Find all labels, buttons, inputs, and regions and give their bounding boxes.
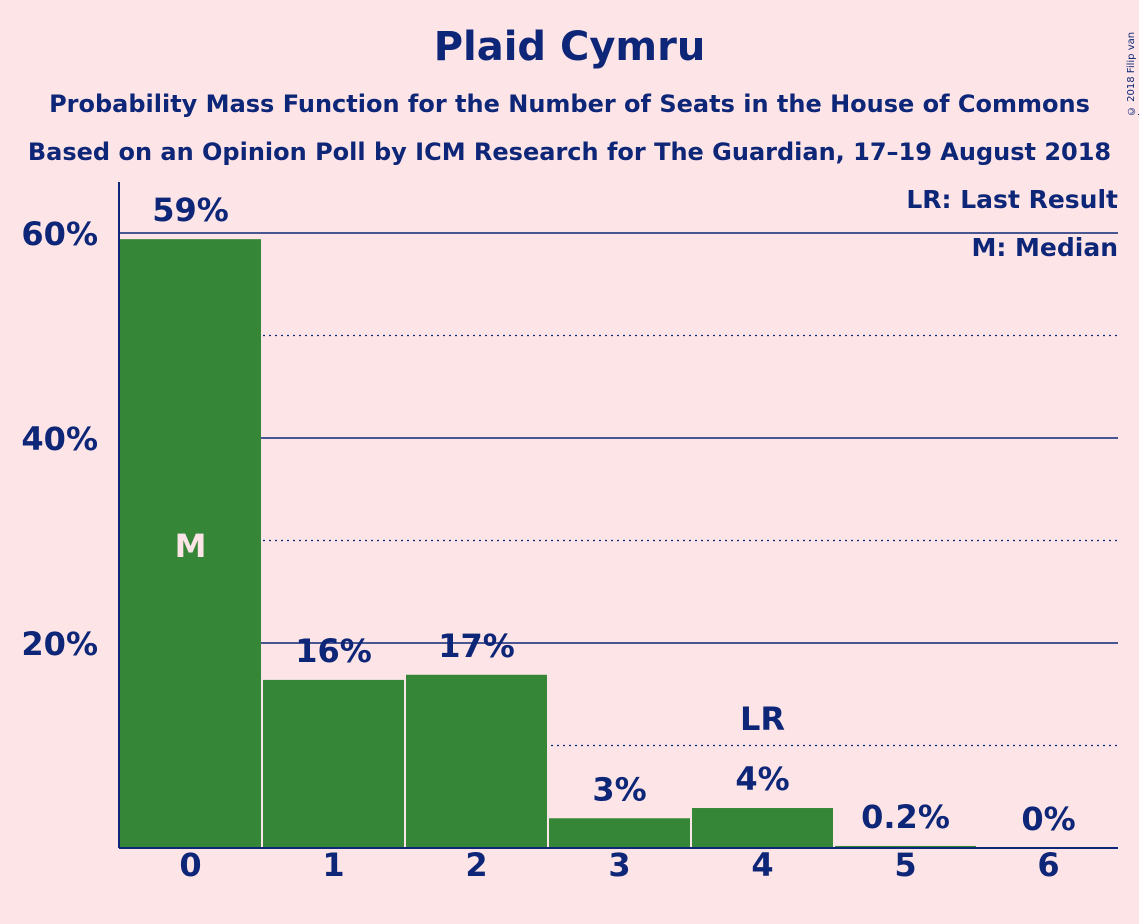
y-tick-label: 40%: [21, 420, 98, 458]
bar-4: [692, 808, 833, 848]
data-label: 3%: [592, 770, 646, 808]
chart-title: Plaid Cymru: [433, 24, 706, 70]
x-tick-label: 2: [465, 846, 487, 884]
data-label: 59%: [152, 191, 229, 229]
legend-median: M: Median: [971, 233, 1118, 262]
x-tick-label: 1: [322, 846, 344, 884]
bar-2: [406, 674, 547, 848]
bar-3: [549, 818, 690, 848]
x-tick-label: 4: [751, 846, 773, 884]
data-label: 16%: [295, 632, 372, 670]
chart-subtitle: Probability Mass Function for the Number…: [49, 90, 1090, 118]
data-label: 4%: [735, 760, 789, 798]
x-tick-label: 3: [608, 846, 630, 884]
x-tick-label: 5: [894, 846, 916, 884]
x-tick-label: 6: [1037, 846, 1059, 884]
data-label: 17%: [438, 627, 515, 665]
data-label: 0.2%: [861, 798, 950, 836]
bar-0: [120, 239, 261, 848]
y-tick-label: 20%: [21, 625, 98, 663]
legend-last-result: LR: Last Result: [906, 185, 1118, 214]
median-marker: M: [175, 527, 207, 565]
x-tick-label: 0: [179, 846, 201, 884]
last-result-marker: LR: [740, 700, 785, 738]
y-tick-label: 60%: [21, 215, 98, 253]
bar-1: [263, 679, 404, 848]
data-label: 0%: [1021, 800, 1075, 838]
chart-subtitle-source: Based on an Opinion Poll by ICM Research…: [27, 138, 1112, 166]
bar-5: [835, 845, 976, 848]
